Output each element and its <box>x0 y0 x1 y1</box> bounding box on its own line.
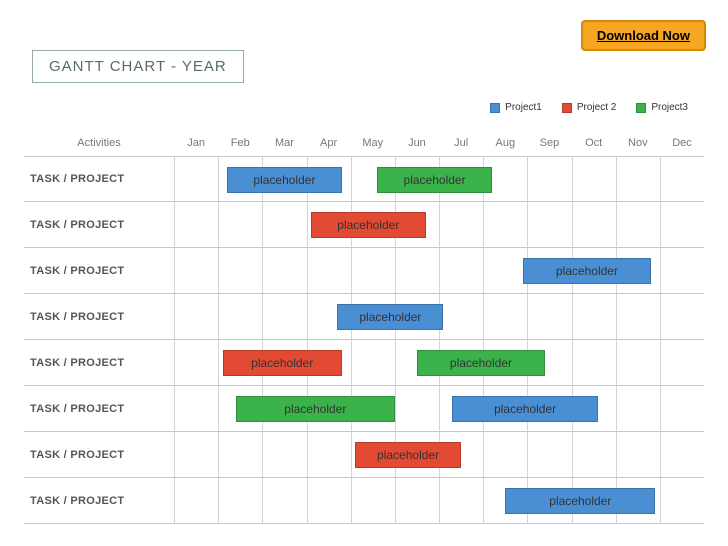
bar-layer: placeholder placeholder <box>174 386 704 431</box>
row-label: TASK / PROJECT <box>24 294 174 339</box>
bar-layer: placeholder <box>174 478 704 523</box>
bar-layer: placeholder <box>174 202 704 247</box>
gantt-row: TASK / PROJECT placeholder placeholder <box>24 156 704 202</box>
month-header: Mar <box>262 130 306 156</box>
legend-label: Project 2 <box>577 102 616 113</box>
gantt-bar[interactable]: placeholder <box>417 350 545 376</box>
gantt-row: TASK / PROJECT placeholder <box>24 294 704 340</box>
legend-label: Project3 <box>651 102 688 113</box>
bar-layer: placeholder <box>174 294 704 339</box>
month-header: Jan <box>174 130 218 156</box>
month-header: Apr <box>307 130 351 156</box>
legend-label: Project1 <box>505 102 542 113</box>
row-cells: placeholder placeholder <box>174 340 704 385</box>
month-header: Aug <box>483 130 527 156</box>
row-cells: placeholder <box>174 294 704 339</box>
gantt-row: TASK / PROJECT placeholder placeholder <box>24 340 704 386</box>
row-cells: placeholder placeholder <box>174 386 704 431</box>
gantt-row: TASK / PROJECT placeholder placeholder <box>24 386 704 432</box>
chart-title: GANTT CHART - YEAR <box>32 50 244 83</box>
gantt-row: TASK / PROJECT placeholder <box>24 248 704 294</box>
row-label: TASK / PROJECT <box>24 340 174 385</box>
row-cells: placeholder <box>174 248 704 293</box>
legend-swatch <box>636 103 646 113</box>
gantt-bar[interactable]: placeholder <box>337 304 443 330</box>
legend-swatch <box>562 103 572 113</box>
month-header: Feb <box>218 130 262 156</box>
gantt-bar[interactable]: placeholder <box>505 488 655 514</box>
gantt-bar[interactable]: placeholder <box>355 442 461 468</box>
header-row: Activities JanFebMarAprMayJunJulAugSepOc… <box>24 130 704 156</box>
bar-layer: placeholder placeholder <box>174 340 704 385</box>
row-label: TASK / PROJECT <box>24 157 174 201</box>
gantt-row: TASK / PROJECT placeholder <box>24 432 704 478</box>
download-button[interactable]: Download Now <box>581 20 706 51</box>
month-header: Jul <box>439 130 483 156</box>
gantt-bar[interactable]: placeholder <box>227 167 342 193</box>
gantt-bar[interactable]: placeholder <box>236 396 395 422</box>
gantt-row: TASK / PROJECT placeholder <box>24 478 704 524</box>
month-header: Sep <box>527 130 571 156</box>
month-header: Jun <box>395 130 439 156</box>
bar-layer: placeholder <box>174 432 704 477</box>
row-cells: placeholder <box>174 478 704 523</box>
gantt-bar[interactable]: placeholder <box>452 396 598 422</box>
gantt-chart: Activities JanFebMarAprMayJunJulAugSepOc… <box>24 130 704 524</box>
row-cells: placeholder <box>174 432 704 477</box>
row-cells: placeholder <box>174 202 704 247</box>
row-label: TASK / PROJECT <box>24 386 174 431</box>
month-header: May <box>351 130 395 156</box>
month-header: Dec <box>660 130 704 156</box>
month-header: Nov <box>616 130 660 156</box>
gantt-rows: TASK / PROJECTplaceholderplaceholderTASK… <box>24 156 704 524</box>
legend: Project1 Project 2 Project3 <box>490 102 688 113</box>
gantt-bar[interactable]: placeholder <box>311 212 426 238</box>
gantt-bar[interactable]: placeholder <box>223 350 342 376</box>
gantt-bar[interactable]: placeholder <box>377 167 492 193</box>
activities-header: Activities <box>24 130 174 156</box>
legend-item: Project 2 <box>562 102 616 113</box>
gantt-row: TASK / PROJECT placeholder <box>24 202 704 248</box>
legend-item: Project3 <box>636 102 688 113</box>
bar-layer: placeholder <box>174 248 704 293</box>
row-label: TASK / PROJECT <box>24 432 174 477</box>
row-label: TASK / PROJECT <box>24 202 174 247</box>
row-label: TASK / PROJECT <box>24 248 174 293</box>
months-header: JanFebMarAprMayJunJulAugSepOctNovDec <box>174 130 704 156</box>
legend-item: Project1 <box>490 102 542 113</box>
month-header: Oct <box>572 130 616 156</box>
bar-layer: placeholder placeholder <box>174 157 704 201</box>
row-label: TASK / PROJECT <box>24 478 174 523</box>
row-cells: placeholder placeholder <box>174 157 704 201</box>
gantt-bar[interactable]: placeholder <box>523 258 651 284</box>
legend-swatch <box>490 103 500 113</box>
